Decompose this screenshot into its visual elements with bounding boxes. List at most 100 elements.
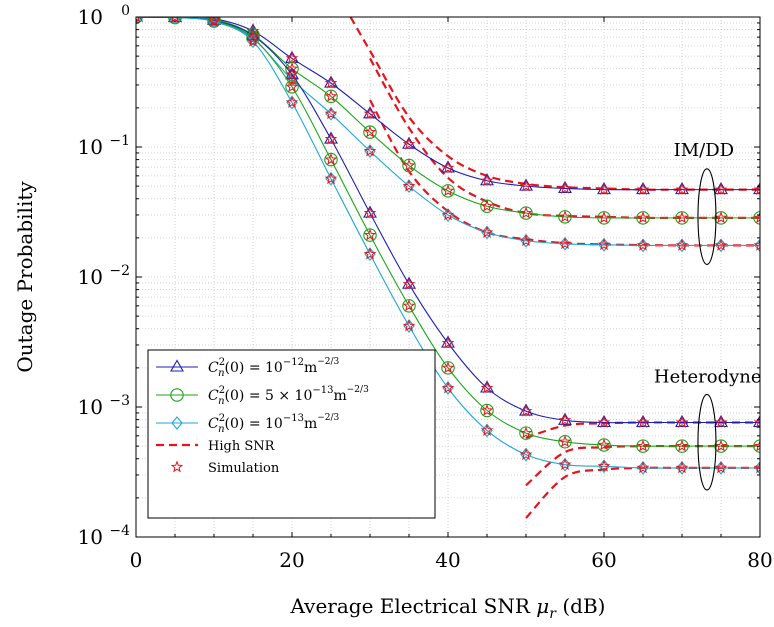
star-marker <box>675 461 689 474</box>
star-marker <box>246 31 260 44</box>
star-marker <box>285 51 299 64</box>
y-axis-label: Outage Probability <box>13 181 37 373</box>
star-marker <box>519 426 533 439</box>
x-tick-label: 80 <box>747 548 772 572</box>
star-marker <box>480 423 494 436</box>
star-marker <box>636 211 650 224</box>
star-marker <box>597 438 611 451</box>
y-tick-label: 10 <box>78 525 103 549</box>
star-marker <box>597 182 611 195</box>
star-marker <box>519 404 533 417</box>
star-marker <box>597 415 611 428</box>
star-marker <box>753 439 760 452</box>
star-marker <box>324 89 338 102</box>
star-marker <box>441 161 455 174</box>
star-marker <box>519 179 533 192</box>
star-marker <box>402 158 416 171</box>
legend-label: C2 n(0) = 10−12m−2/3 <box>208 357 340 379</box>
star-marker <box>480 199 494 212</box>
y-tick-label: 10 <box>78 395 103 419</box>
group-ellipse <box>697 393 717 491</box>
x-tick-label: 20 <box>279 548 304 572</box>
star-marker <box>675 182 689 195</box>
star-marker <box>714 439 728 452</box>
y-tick-exponent: 0 <box>121 3 130 19</box>
star-marker <box>207 17 221 26</box>
star-marker <box>324 172 338 185</box>
star-marker <box>675 211 689 224</box>
star-marker <box>402 277 416 290</box>
series-line <box>136 17 760 424</box>
star-marker <box>324 76 338 89</box>
legend-label: C2 n(0) = 5 × 10−13m−2/3 <box>208 385 369 407</box>
diamond-marker <box>171 416 183 430</box>
star-marker <box>363 228 377 241</box>
star-marker <box>246 34 260 47</box>
x-tick-label: 0 <box>130 548 143 572</box>
star-marker <box>480 381 494 394</box>
star-marker <box>519 206 533 219</box>
series-layer <box>136 17 760 519</box>
legend: C2 n(0) = 10−12m−2/3 C2 n(0) = 5 × 10−13m−2… <box>147 349 436 519</box>
annotation-layer: IM/DD Heterodyne <box>654 140 762 491</box>
legend-label: C2 n(0) = 10−13m−2/3 <box>208 413 340 435</box>
star-marker <box>714 182 728 195</box>
star-marker <box>636 415 650 428</box>
star-marker <box>285 68 299 81</box>
star-marker <box>519 448 533 461</box>
star-marker <box>753 238 760 251</box>
star-marker <box>170 17 180 23</box>
star-marker <box>558 458 572 471</box>
star-marker <box>441 184 455 197</box>
circle-marker <box>170 388 184 402</box>
star-marker <box>558 413 572 426</box>
star-marker <box>285 62 299 75</box>
star-marker <box>753 211 760 224</box>
star-marker <box>714 238 728 251</box>
star-marker <box>636 182 650 195</box>
star-marker <box>675 238 689 251</box>
star-marker <box>285 80 299 93</box>
star-marker <box>363 247 377 260</box>
legend-label: Simulation <box>208 461 280 476</box>
triangle-marker <box>168 17 182 23</box>
star-marker <box>363 144 377 157</box>
star-marker <box>480 403 494 416</box>
y-tick-label: 10 <box>78 265 103 289</box>
star-marker <box>558 210 572 223</box>
star-marker <box>519 234 533 247</box>
star-marker <box>324 132 338 145</box>
star-marker <box>558 181 572 194</box>
star-marker <box>558 435 572 448</box>
star-marker <box>753 415 760 428</box>
star-marker <box>324 152 338 165</box>
star-marker <box>441 336 455 349</box>
series-line <box>136 17 760 247</box>
x-axis-label: Average Electrical SNR μr (dB) <box>290 594 606 622</box>
star-marker <box>170 460 184 473</box>
star-marker <box>324 107 338 120</box>
star-marker <box>402 299 416 312</box>
star-marker <box>207 17 221 28</box>
group-label: IM/DD <box>674 140 734 161</box>
high-snr-curve <box>369 99 760 247</box>
star-marker <box>636 461 650 474</box>
star-marker <box>714 211 728 224</box>
star-marker <box>753 182 760 195</box>
star-marker <box>363 206 377 219</box>
y-tick-label: 10 <box>78 5 103 29</box>
legend-box <box>147 349 436 519</box>
x-tick-label: 60 <box>591 548 616 572</box>
star-marker <box>402 137 416 150</box>
star-marker <box>363 107 377 120</box>
star-marker <box>597 459 611 472</box>
star-marker <box>402 319 416 332</box>
y-tick-exponent: −1 <box>109 133 130 149</box>
star-marker <box>636 439 650 452</box>
x-tick-label: 40 <box>435 548 460 572</box>
star-marker <box>441 208 455 221</box>
series-line <box>136 17 760 191</box>
y-tick-exponent: −4 <box>109 523 130 539</box>
